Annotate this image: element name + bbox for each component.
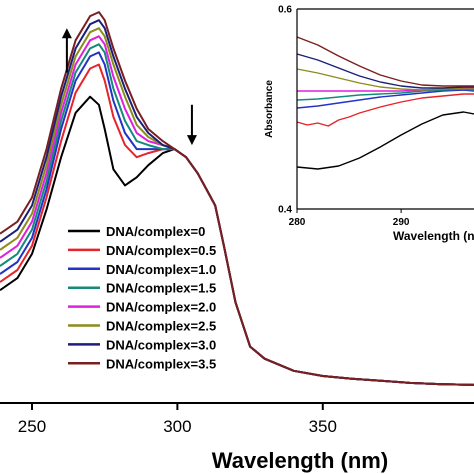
legend-label-7: DNA/complex=3.5: [106, 356, 216, 371]
inset-series-line-7: [296, 36, 474, 87]
main-x-tick-label: 300: [163, 417, 191, 436]
legend-label-0: DNA/complex=0: [106, 224, 205, 239]
annotation-arrow-head-0: [61, 28, 72, 39]
inset-background: [297, 9, 474, 209]
inset-y-tick-label: 0.4: [278, 205, 292, 216]
inset-y-axis-label: Absorbance: [264, 80, 275, 138]
annotation-arrow-head-1: [186, 135, 197, 146]
main-x-ticks: 250 300 350: [18, 403, 337, 436]
main-series-line-7: [0, 11, 474, 386]
inset-ticks: 0.40.62802903: [278, 5, 410, 229]
main-chart: 250 300 350 Wavelength (nm) DNA/complex=0D…: [0, 11, 474, 473]
inset-series-group: [296, 36, 474, 170]
legend-label-6: DNA/complex=3.0: [106, 337, 216, 352]
inset-y-tick-label: 0.6: [278, 5, 292, 16]
inset-series-line-6: [296, 53, 474, 89]
inset-series-line-0: [296, 111, 474, 170]
legend-label-3: DNA/complex=1.5: [106, 281, 216, 296]
inset-x-tick-label: 290: [393, 217, 410, 228]
main-x-tick-label: 250: [18, 417, 46, 436]
inset-series-line-5: [296, 68, 474, 91]
inset-series-line-1: [296, 93, 474, 127]
main-series-group: [0, 11, 474, 386]
main-x-tick-label: 350: [309, 417, 337, 436]
inset-chart: 0.40.62802903 Absorbance Wavelength (n: [264, 5, 474, 243]
legend-label-4: DNA/complex=2.0: [106, 300, 216, 315]
legend-label-2: DNA/complex=1.0: [106, 262, 216, 277]
main-legend: DNA/complex=0 DNA/complex=0.5 DNA/complex=…: [68, 224, 216, 371]
legend-label-5: DNA/complex=2.5: [106, 319, 216, 334]
inset-series-line-2: [296, 89, 474, 109]
main-x-axis-label: Wavelength (nm): [212, 448, 388, 473]
legend-label-1: DNA/complex=0.5: [106, 243, 216, 258]
inset-x-tick-label: 280: [289, 217, 306, 228]
inset-x-axis-label: Wavelength (n: [393, 229, 474, 243]
main-annotation-arrows: [61, 28, 197, 146]
